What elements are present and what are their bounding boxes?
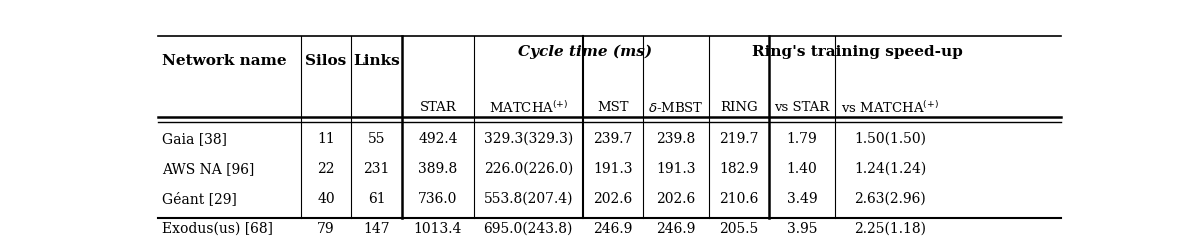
Text: 329.3(329.3): 329.3(329.3) bbox=[484, 132, 573, 146]
Text: Géant [29]: Géant [29] bbox=[163, 192, 238, 206]
Text: 202.6: 202.6 bbox=[656, 192, 696, 206]
Text: 202.6: 202.6 bbox=[593, 192, 633, 206]
Text: RING: RING bbox=[721, 101, 757, 114]
Text: 695.0(243.8): 695.0(243.8) bbox=[484, 222, 573, 236]
Text: 246.9: 246.9 bbox=[656, 222, 696, 236]
Text: MST: MST bbox=[597, 101, 628, 114]
Text: 210.6: 210.6 bbox=[719, 192, 759, 206]
Text: 61: 61 bbox=[367, 192, 385, 206]
Text: Links: Links bbox=[353, 54, 400, 68]
Text: 553.8(207.4): 553.8(207.4) bbox=[484, 192, 573, 206]
Text: 239.7: 239.7 bbox=[593, 132, 633, 146]
Text: STAR: STAR bbox=[420, 101, 457, 114]
Text: Cycle time (ms): Cycle time (ms) bbox=[518, 44, 653, 59]
Text: 3.95: 3.95 bbox=[787, 222, 817, 236]
Text: 2.25(1.18): 2.25(1.18) bbox=[855, 222, 926, 236]
Text: 239.8: 239.8 bbox=[656, 132, 696, 146]
Text: 231: 231 bbox=[364, 162, 390, 176]
Text: Exodus(us) [68]: Exodus(us) [68] bbox=[163, 222, 273, 236]
Text: 191.3: 191.3 bbox=[656, 162, 696, 176]
Text: vs MATCHA$^{(+)}$: vs MATCHA$^{(+)}$ bbox=[842, 100, 939, 116]
Text: 147: 147 bbox=[364, 222, 390, 236]
Text: 2.63(2.96): 2.63(2.96) bbox=[855, 192, 926, 206]
Text: Ring's training speed-up: Ring's training speed-up bbox=[751, 45, 963, 58]
Text: MATCHA$^{(+)}$: MATCHA$^{(+)}$ bbox=[489, 100, 568, 116]
Text: 22: 22 bbox=[317, 162, 335, 176]
Text: 191.3: 191.3 bbox=[593, 162, 633, 176]
Text: vs STAR: vs STAR bbox=[774, 101, 830, 114]
Text: 1.40: 1.40 bbox=[787, 162, 817, 176]
Text: 226.0(226.0): 226.0(226.0) bbox=[484, 162, 573, 176]
Text: 492.4: 492.4 bbox=[419, 132, 458, 146]
Text: 736.0: 736.0 bbox=[419, 192, 458, 206]
Text: 79: 79 bbox=[317, 222, 335, 236]
Text: 182.9: 182.9 bbox=[719, 162, 759, 176]
Text: 246.9: 246.9 bbox=[593, 222, 633, 236]
Text: 389.8: 389.8 bbox=[419, 162, 458, 176]
Text: Gaia [38]: Gaia [38] bbox=[163, 132, 227, 146]
Text: 1.79: 1.79 bbox=[787, 132, 817, 146]
Text: 40: 40 bbox=[317, 192, 335, 206]
Text: Network name: Network name bbox=[163, 54, 287, 68]
Text: 205.5: 205.5 bbox=[719, 222, 759, 236]
Text: 55: 55 bbox=[367, 132, 385, 146]
Text: 3.49: 3.49 bbox=[787, 192, 817, 206]
Text: 219.7: 219.7 bbox=[719, 132, 759, 146]
Text: AWS NA [96]: AWS NA [96] bbox=[163, 162, 254, 176]
Text: $\delta$-MBST: $\delta$-MBST bbox=[648, 101, 704, 115]
Text: 11: 11 bbox=[317, 132, 335, 146]
Text: 1013.4: 1013.4 bbox=[414, 222, 463, 236]
Text: Silos: Silos bbox=[306, 54, 347, 68]
Text: 1.50(1.50): 1.50(1.50) bbox=[855, 132, 926, 146]
Text: 1.24(1.24): 1.24(1.24) bbox=[854, 162, 926, 176]
